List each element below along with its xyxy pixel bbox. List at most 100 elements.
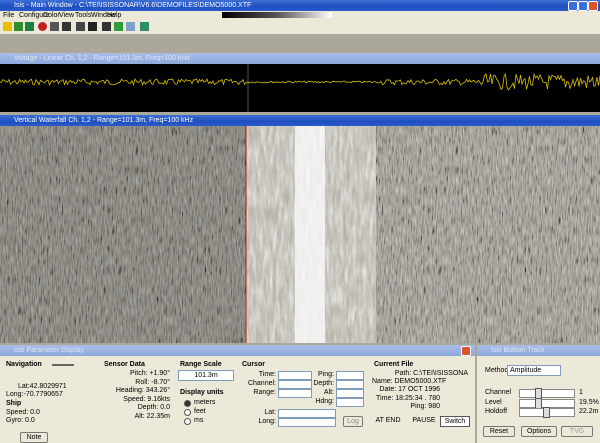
params-title: Isis Parameter Display <box>14 347 84 354</box>
cursor-label: Hdng: <box>306 398 334 405</box>
nav-gyro: Gyro: 0.0 <box>6 417 35 424</box>
menu-item[interactable]: Tools <box>75 12 91 19</box>
close[interactable] <box>461 346 471 356</box>
menu-item[interactable]: File <box>3 12 14 19</box>
menu-item[interactable]: Help <box>107 12 121 19</box>
params-title-bar: Isis Parameter Display <box>0 345 475 356</box>
input <box>278 418 336 427</box>
nav-bar <box>52 364 74 366</box>
radio[interactable] <box>184 400 191 407</box>
input <box>336 389 364 398</box>
cursor-label: Time: <box>238 371 276 378</box>
file-row: Path: C:\TEI\ISISSONA <box>372 370 468 377</box>
method-select[interactable]: Amplitude <box>507 365 561 376</box>
tool[interactable] <box>114 22 123 31</box>
minimize[interactable] <box>568 1 578 11</box>
cursor-label: Alt: <box>306 389 334 396</box>
voltage-title: Voltage - Linear Ch. 1,2 - Range=101.3m,… <box>14 55 190 62</box>
sensor-row: Depth: 0.0 <box>84 404 170 411</box>
page: {"window":{"title":"Isis - Main Window -… <box>0 0 600 443</box>
input <box>336 398 364 407</box>
voltage-plot <box>0 64 600 112</box>
method-label: Method <box>485 367 508 374</box>
unit-option: feet <box>194 408 206 415</box>
file-button[interactable]: AT END <box>374 416 402 425</box>
cursor-label: Channel: <box>238 380 276 387</box>
nav-heading: Navigation <box>6 361 42 368</box>
file-row: Time: 18:25:34 . 780 <box>372 395 440 402</box>
menu-item[interactable]: Color <box>43 12 60 19</box>
cursor-label: Depth: <box>306 380 334 387</box>
isis-screen: Isis - Main Window - C:\TEI\ISISSONAR\V6… <box>0 0 600 443</box>
tool[interactable] <box>3 22 12 31</box>
color-bar <box>222 12 332 18</box>
file-row: Name: DEMO5000.XTF <box>372 378 440 385</box>
tool[interactable] <box>50 22 59 31</box>
bt-value: 1 <box>579 389 583 396</box>
sensor-row: Alt: 22.35m <box>84 413 170 420</box>
file-row: Ping: 980 <box>372 403 440 410</box>
waterfall-title-bar: Vertical Waterfall Ch. 1,2 - Range=101.3… <box>0 115 600 126</box>
input <box>336 371 364 380</box>
tool[interactable] <box>38 22 47 31</box>
nav-speed: Speed: 0.0 <box>6 409 40 416</box>
bt-button[interactable]: TVG <box>561 426 593 437</box>
sensor-row: Heading: 343.26° <box>84 387 170 394</box>
nav-lat: Lat:42.8029971 <box>18 383 67 390</box>
tool[interactable] <box>126 22 135 31</box>
log-button[interactable]: Log <box>343 416 363 427</box>
close[interactable] <box>588 1 598 11</box>
bt-value: 22.2m <box>579 408 598 415</box>
cursor-lat: Lat: <box>240 409 276 416</box>
tool[interactable] <box>140 22 149 31</box>
maximize[interactable] <box>578 1 588 11</box>
bt-button[interactable]: Options <box>521 426 557 437</box>
starboard-swath <box>376 126 600 343</box>
cursor-label: Ping: <box>306 371 334 378</box>
cursor-label: Range: <box>238 389 276 396</box>
input <box>336 380 364 389</box>
nav-ship: Ship <box>6 400 21 407</box>
radio[interactable] <box>184 409 191 416</box>
file-button[interactable]: PAUSE <box>412 416 436 425</box>
tool[interactable] <box>88 22 97 31</box>
bt-label: Level <box>485 399 502 406</box>
tool[interactable] <box>14 22 23 31</box>
nav-long: Long:-70.7790657 <box>6 391 63 398</box>
waterfall-image <box>0 126 600 343</box>
radio[interactable] <box>184 418 191 425</box>
slider-thumb[interactable] <box>543 407 550 418</box>
sensor-row: Roll: -8.70° <box>84 379 170 386</box>
waterfall-title: Vertical Waterfall Ch. 1,2 - Range=101.3… <box>14 117 193 124</box>
tool[interactable] <box>62 22 71 31</box>
tool[interactable] <box>102 22 111 31</box>
unit-option: meters <box>194 399 215 406</box>
sensor-heading: Sensor Data <box>104 361 145 368</box>
file-row: Date: 17 OCT 1996 <box>372 386 440 393</box>
menu-item[interactable]: View <box>59 12 74 19</box>
input <box>278 409 336 418</box>
params-panel: Navigation Lat:42.8029971 Long:-70.77906… <box>0 356 475 443</box>
note-button[interactable]: Note <box>20 432 48 443</box>
file-button[interactable]: Switch <box>440 416 470 427</box>
tool[interactable] <box>76 22 85 31</box>
sensor-row: Speed: 9.16kts <box>84 396 170 403</box>
cursor-heading: Cursor <box>242 361 265 368</box>
cursor-long: Long: <box>240 418 276 425</box>
bt-label: Holdoff <box>485 408 507 415</box>
main-title-bar: Isis - Main Window - C:\TEI\ISISSONAR\V6… <box>0 0 600 11</box>
range-heading: Range Scale <box>180 361 222 368</box>
sensor-row: Pitch: +1.90° <box>84 370 170 377</box>
bt-value: 19.5% <box>579 399 599 406</box>
toolbar <box>0 20 600 34</box>
units-heading: Display units <box>180 389 224 396</box>
tool[interactable] <box>25 22 34 31</box>
bottom-title-bar: Isis Bottom Track <box>477 345 600 356</box>
nadir <box>295 126 325 343</box>
bt-button[interactable]: Reset <box>483 426 515 437</box>
slider[interactable] <box>519 389 575 398</box>
file-heading: Current File <box>374 361 413 368</box>
bottom-title: Isis Bottom Track <box>491 347 545 354</box>
range-value: 101.3m <box>178 370 234 381</box>
